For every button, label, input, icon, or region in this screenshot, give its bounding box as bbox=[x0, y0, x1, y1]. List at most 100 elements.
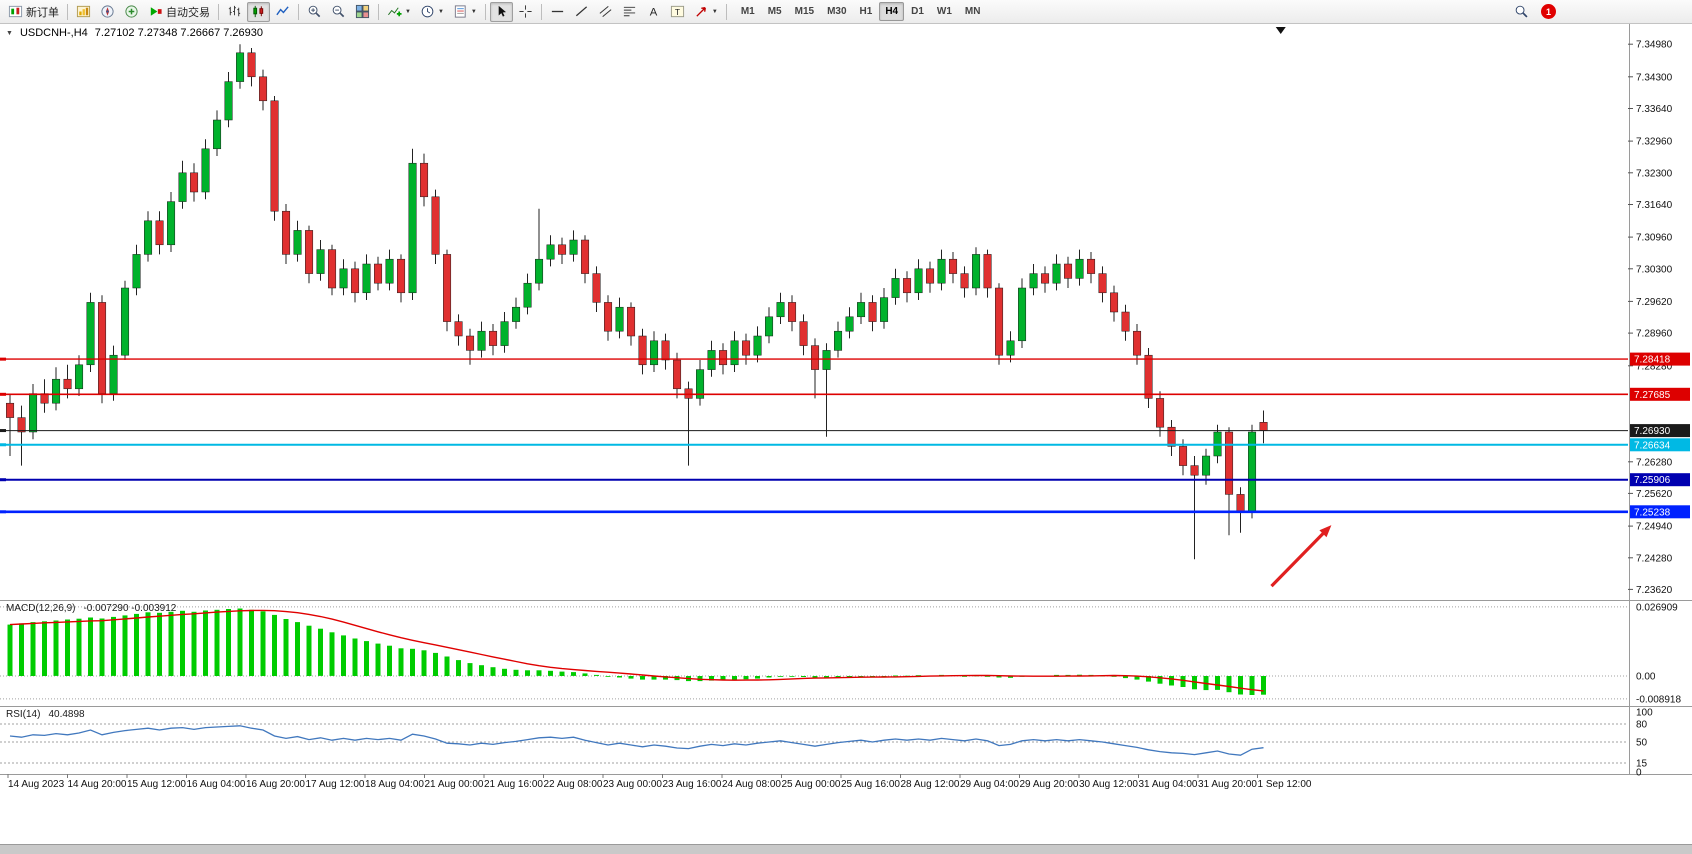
trend-arrow-annotation[interactable] bbox=[1270, 525, 1332, 588]
price-tick-label: 7.32300 bbox=[1636, 168, 1673, 179]
candle bbox=[972, 254, 981, 289]
new-order-button[interactable]: 新订单 bbox=[4, 2, 63, 22]
candle bbox=[316, 249, 325, 274]
search-button[interactable] bbox=[1510, 2, 1533, 22]
autotrading-icon bbox=[150, 7, 162, 16]
bar-chart-button[interactable] bbox=[223, 2, 246, 22]
macd-hist-bar bbox=[398, 648, 404, 676]
macd-hist-bar bbox=[456, 660, 461, 676]
horizontal-line-button[interactable] bbox=[546, 2, 569, 22]
candle bbox=[52, 378, 61, 404]
periods-button[interactable]: ▼ bbox=[416, 2, 448, 22]
timeframe-m5[interactable]: M5 bbox=[762, 2, 788, 21]
candle bbox=[63, 378, 72, 390]
channel-button[interactable] bbox=[594, 2, 617, 22]
candle bbox=[673, 359, 682, 390]
tile-windows-button[interactable] bbox=[351, 2, 374, 22]
notification-badge[interactable]: 1 bbox=[1541, 4, 1556, 19]
line-chart-button[interactable] bbox=[271, 2, 294, 22]
timeframe-h1[interactable]: H1 bbox=[854, 2, 879, 21]
macd-hist-bar bbox=[663, 676, 668, 680]
macd-hist-bar bbox=[1123, 676, 1128, 679]
macd-hist-bar bbox=[893, 675, 898, 677]
hline-left-tick bbox=[0, 429, 6, 433]
data-window-button[interactable] bbox=[120, 2, 143, 22]
fibonacci-button[interactable] bbox=[618, 2, 641, 22]
cursor-button[interactable] bbox=[489, 1, 513, 22]
macd-hist-bar bbox=[605, 676, 611, 677]
macd-hist-bar bbox=[640, 676, 645, 680]
candle bbox=[546, 244, 555, 260]
macd-hist-bar bbox=[766, 676, 772, 678]
market-watch-icon bbox=[76, 5, 91, 18]
text-button[interactable]: A bbox=[642, 2, 665, 22]
market-watch-button[interactable] bbox=[72, 2, 95, 22]
time-tick-label: 29 Aug 04:00 bbox=[960, 779, 1019, 790]
candle bbox=[1156, 398, 1165, 428]
chart-collapse-icon[interactable]: ▼ bbox=[6, 29, 13, 37]
timeframe-m15[interactable]: M15 bbox=[789, 2, 820, 21]
zoom-out-icon bbox=[332, 5, 345, 18]
macd-hist-bar bbox=[42, 621, 47, 676]
autotrading-button[interactable]: 自动交易 bbox=[144, 2, 214, 22]
candlestick-chart-button[interactable] bbox=[247, 1, 270, 22]
time-tick-label: 29 Aug 20:00 bbox=[1020, 779, 1079, 790]
timeframe-mn[interactable]: MN bbox=[959, 2, 987, 21]
chevron-down-icon: ▼ bbox=[711, 8, 718, 15]
main-toolbar: 新订单 自动交易 bbox=[0, 0, 1692, 24]
indicators-button[interactable]: ▼ bbox=[383, 2, 415, 22]
hline-left-tick bbox=[0, 357, 6, 361]
candle bbox=[247, 52, 256, 78]
candle bbox=[788, 302, 797, 322]
crosshair-button[interactable] bbox=[514, 2, 537, 22]
macd-hist-bar bbox=[513, 669, 519, 676]
timeframe-w1[interactable]: W1 bbox=[931, 2, 958, 21]
chart-canvas[interactable]: 7.34980 7.34300 7.33640 7.32960 7.32300 7.316… bbox=[0, 24, 1692, 854]
candle bbox=[949, 258, 958, 274]
arrows-button[interactable]: ▼ bbox=[690, 2, 722, 22]
timeframe-d1[interactable]: D1 bbox=[905, 2, 930, 21]
macd-hist-bar bbox=[916, 675, 921, 676]
trendline-button[interactable] bbox=[570, 2, 593, 22]
candle bbox=[466, 335, 475, 351]
time-axis[interactable]: 14 Aug 2023 14 Aug 20:00 15 Aug 12:00 16 Au… bbox=[7, 774, 1312, 790]
time-tick-label: 1 Sep 12:00 bbox=[1258, 779, 1312, 790]
time-tick-label: 16 Aug 04:00 bbox=[187, 779, 246, 790]
price-tick-label: 7.24940 bbox=[1636, 522, 1673, 533]
macd-hist-bar bbox=[421, 650, 427, 676]
macd-hist-bar bbox=[1008, 676, 1013, 678]
macd-hist-bar bbox=[962, 676, 967, 677]
price-tick-label: 7.29620 bbox=[1636, 297, 1673, 308]
timeframe-m1[interactable]: M1 bbox=[735, 2, 761, 21]
candle bbox=[730, 340, 739, 366]
candle bbox=[523, 282, 532, 308]
candle bbox=[293, 230, 302, 255]
macd-hist-bar bbox=[433, 652, 438, 676]
timeframe-toolbar: M1 M5 M15 M30 H1 H4 D1 W1 MN bbox=[735, 2, 987, 21]
macd-hist-bar bbox=[697, 676, 703, 682]
candle bbox=[776, 302, 785, 318]
text-icon: A bbox=[650, 7, 658, 19]
candle bbox=[29, 393, 38, 433]
timeframe-m30[interactable]: M30 bbox=[821, 2, 852, 21]
candlestick-icon bbox=[253, 5, 264, 18]
macd-hist-bar bbox=[444, 656, 450, 676]
candle bbox=[857, 302, 866, 318]
zoom-in-button[interactable] bbox=[303, 2, 326, 22]
candle bbox=[995, 287, 1004, 356]
zoom-out-button[interactable] bbox=[327, 2, 350, 22]
text-label-button[interactable]: T bbox=[666, 2, 689, 22]
toolbar-separator bbox=[298, 3, 299, 20]
chart-shift-marker[interactable] bbox=[1275, 27, 1286, 34]
macd-hist-bar bbox=[1226, 676, 1232, 693]
navigator-button[interactable] bbox=[96, 2, 119, 22]
candle bbox=[638, 335, 647, 366]
timeframe-h4[interactable]: H4 bbox=[879, 2, 905, 21]
indicators-icon bbox=[388, 7, 402, 17]
templates-button[interactable]: ▼ bbox=[449, 2, 481, 22]
price-axis[interactable]: 7.34980 7.34300 7.33640 7.32960 7.32300 7.316… bbox=[1628, 40, 1690, 596]
macd-hist-bar bbox=[628, 676, 634, 679]
price-badge-label: 7.28418 bbox=[1634, 355, 1671, 366]
macd-hist-bar bbox=[111, 616, 116, 676]
candle bbox=[1202, 455, 1211, 476]
